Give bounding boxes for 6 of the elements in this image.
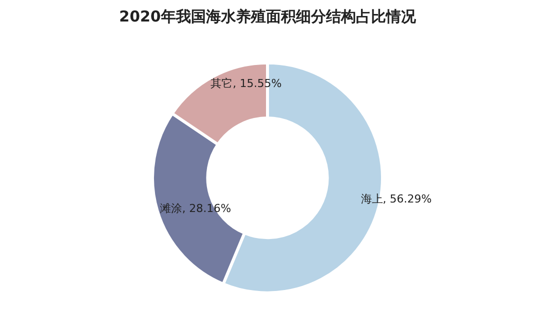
slice-label: 海上 xyxy=(360,192,383,206)
data-label: , 15.55% xyxy=(232,76,282,90)
slice-label: 其它 xyxy=(210,76,233,90)
slice-label: 滩涂 xyxy=(160,202,182,216)
chart-title: 2020年我国海水养殖面积细分结构占比情况 xyxy=(119,8,417,26)
data-label: , 56.29% xyxy=(382,192,432,206)
